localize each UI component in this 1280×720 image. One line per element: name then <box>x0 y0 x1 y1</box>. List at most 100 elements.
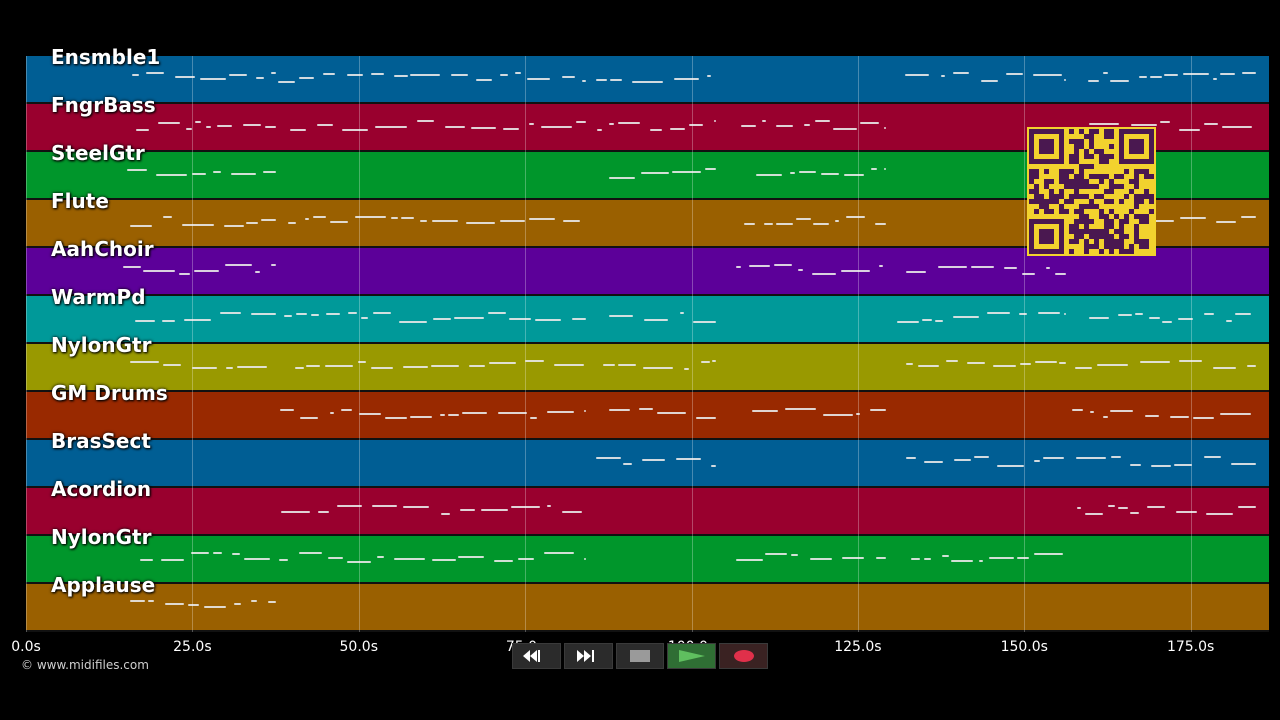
note-mark <box>1241 72 1256 74</box>
note-mark <box>325 365 354 367</box>
note-mark <box>701 361 711 363</box>
note-mark <box>294 367 304 369</box>
note-mark <box>278 559 288 561</box>
note-mark <box>281 511 310 513</box>
note-mark <box>684 368 690 370</box>
note-mark <box>270 264 276 266</box>
note-mark <box>761 120 767 122</box>
track-lane <box>26 440 1269 488</box>
note-mark <box>981 80 998 82</box>
note-mark <box>223 225 244 227</box>
note-mark <box>878 265 883 267</box>
note-mark <box>237 366 268 368</box>
note-mark <box>139 559 154 561</box>
note-mark <box>1178 318 1194 320</box>
note-mark <box>488 362 517 364</box>
note-mark <box>692 321 716 323</box>
note-mark <box>1193 417 1215 419</box>
note-mark <box>752 410 778 412</box>
note-mark <box>563 220 580 222</box>
play-icon <box>678 650 705 662</box>
rewind-button[interactable] <box>512 643 561 669</box>
note-mark <box>641 459 666 461</box>
tick-label: 125.0s <box>834 639 882 655</box>
note-mark <box>935 320 943 322</box>
note-mark <box>674 78 700 80</box>
note-mark <box>385 417 408 419</box>
note-mark <box>280 409 295 411</box>
note-mark <box>287 222 296 224</box>
note-mark <box>603 364 615 366</box>
note-mark <box>1225 320 1233 322</box>
note-mark <box>675 458 701 460</box>
note-mark <box>447 414 460 416</box>
note-mark <box>318 511 329 513</box>
note-mark <box>973 456 990 458</box>
rewind-icon <box>523 650 541 662</box>
stop-button[interactable] <box>615 643 665 669</box>
note-mark <box>869 409 886 411</box>
note-mark <box>843 174 864 176</box>
note-mark <box>403 366 428 368</box>
note-mark <box>905 457 916 459</box>
note-mark <box>500 220 525 222</box>
note-mark <box>283 315 292 317</box>
note-mark <box>632 81 664 83</box>
note-mark <box>841 557 865 559</box>
note-mark <box>194 270 219 272</box>
note-mark <box>583 558 586 560</box>
note-mark <box>736 266 741 268</box>
note-mark <box>1246 365 1256 367</box>
note-mark <box>1064 79 1066 81</box>
record-icon <box>733 650 754 662</box>
note-mark <box>906 363 913 365</box>
note-mark <box>1075 457 1107 459</box>
note-mark <box>798 269 804 271</box>
track-label: Acordion <box>51 477 152 501</box>
note-mark <box>1130 512 1140 514</box>
track-lane <box>26 344 1269 392</box>
note-mark <box>213 171 221 173</box>
note-mark <box>264 126 276 128</box>
note-mark <box>1179 129 1200 131</box>
note-mark <box>156 174 187 176</box>
note-mark <box>1145 220 1175 222</box>
note-mark <box>330 221 349 223</box>
note-mark <box>1072 409 1083 411</box>
note-mark <box>393 75 408 77</box>
note-mark <box>1206 513 1234 515</box>
play-button[interactable] <box>667 643 717 669</box>
record-button[interactable] <box>719 643 768 669</box>
note-mark <box>1088 80 1099 82</box>
note-mark <box>609 177 635 179</box>
note-mark <box>194 121 201 123</box>
note-mark <box>798 171 817 173</box>
note-mark <box>784 408 817 410</box>
note-mark <box>941 555 949 557</box>
tick-label: 150.0s <box>1000 639 1048 655</box>
note-mark <box>945 360 958 362</box>
note-mark <box>845 216 866 218</box>
note-mark <box>431 220 459 222</box>
note-mark <box>596 79 607 81</box>
note-mark <box>184 319 212 321</box>
note-mark <box>776 223 793 225</box>
note-mark <box>561 76 575 78</box>
track-label: FngrBass <box>51 93 156 117</box>
track-label: NylonGtr <box>51 333 152 357</box>
note-mark <box>135 320 155 322</box>
note-mark <box>296 313 308 315</box>
note-mark <box>465 222 495 224</box>
note-mark <box>695 417 716 419</box>
note-mark <box>432 318 451 320</box>
note-mark <box>1043 457 1065 459</box>
note-mark <box>371 367 394 369</box>
note-mark <box>1089 411 1095 413</box>
note-mark <box>641 172 670 174</box>
note-mark <box>951 560 973 562</box>
note-mark <box>812 223 830 225</box>
fast-forward-button[interactable] <box>563 643 613 669</box>
note-mark <box>361 317 368 319</box>
note-mark <box>978 560 984 562</box>
note-mark <box>1237 506 1256 508</box>
